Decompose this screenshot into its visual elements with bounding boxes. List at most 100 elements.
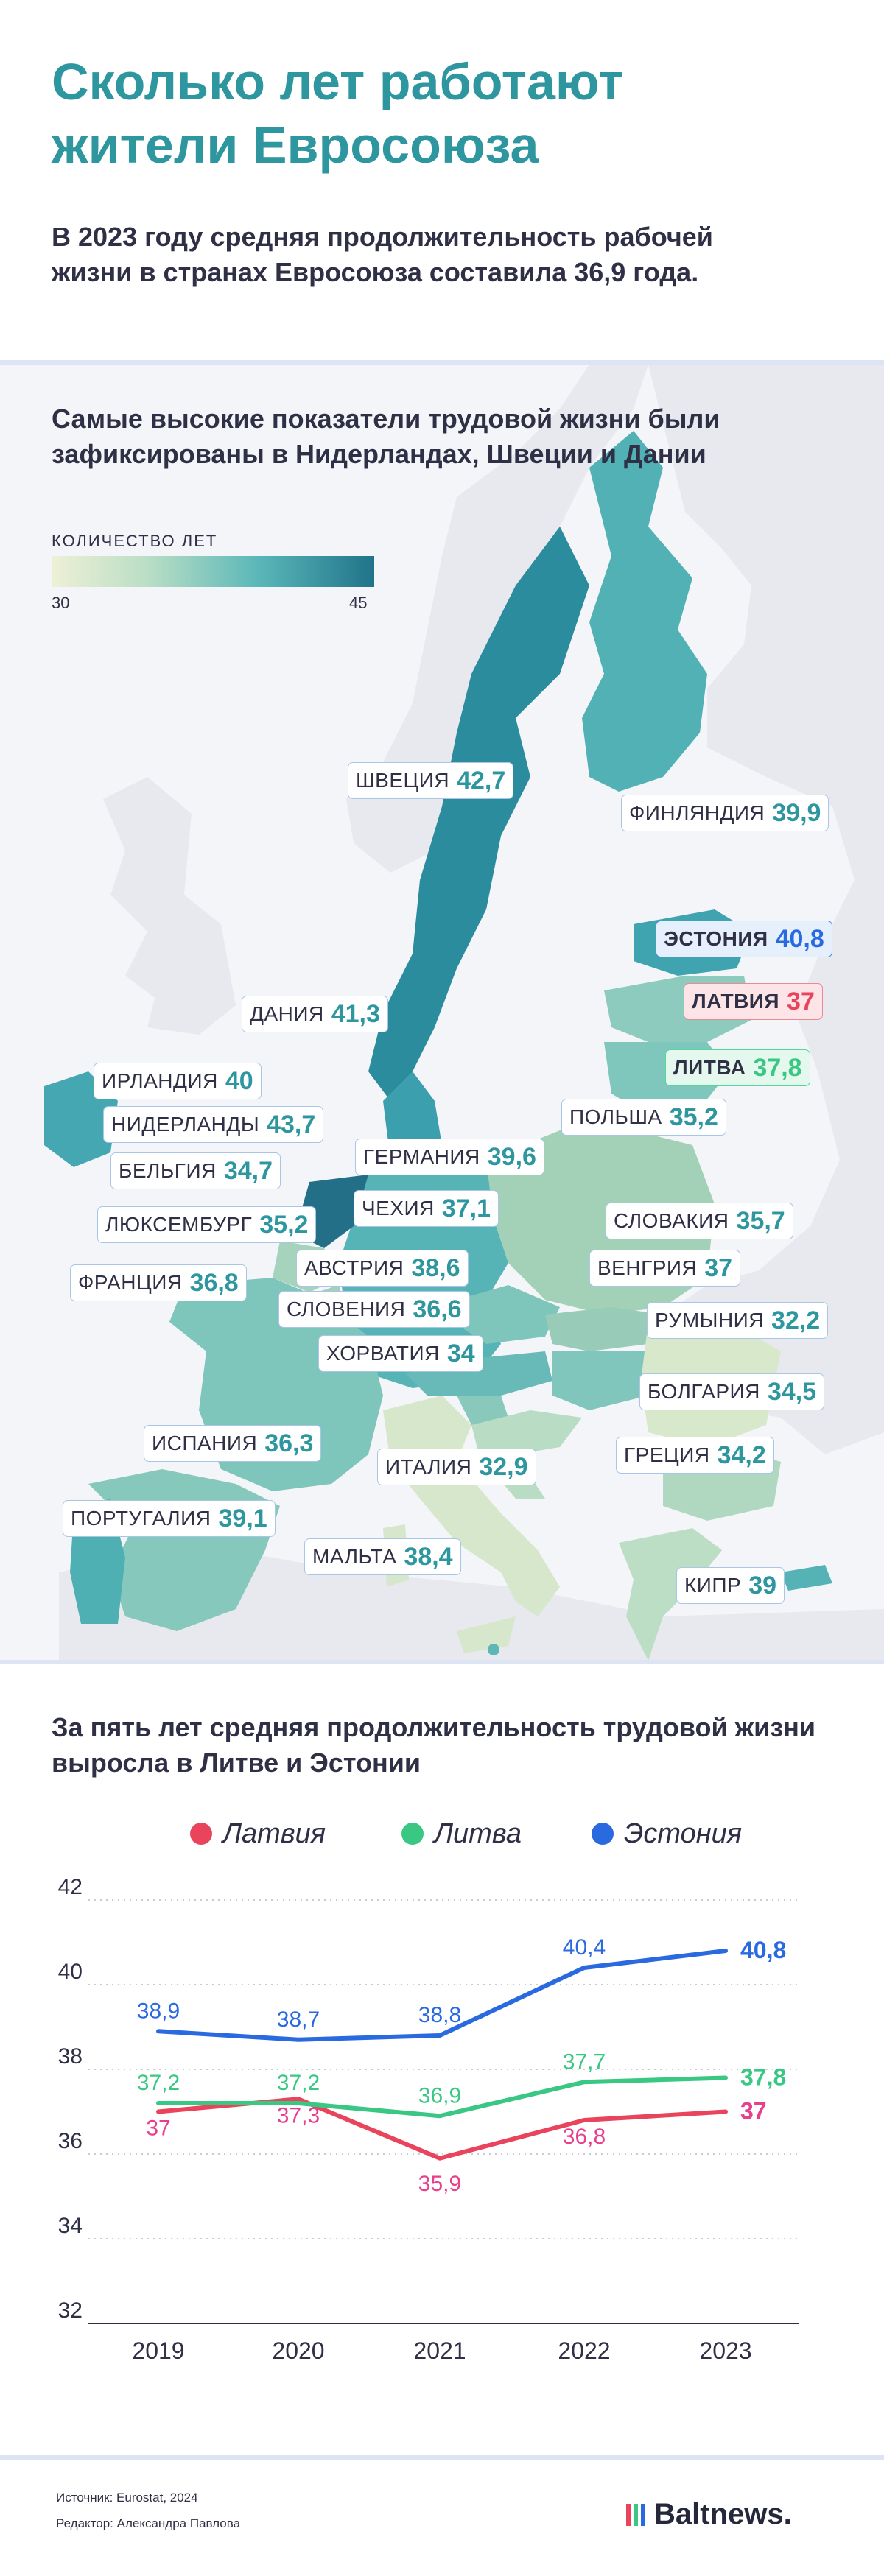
data-label: 37 bbox=[146, 2116, 170, 2141]
country-value: 32,2 bbox=[771, 1306, 821, 1334]
country-value: 39,1 bbox=[218, 1504, 267, 1532]
country-value: 35,2 bbox=[669, 1102, 718, 1131]
map-legend-gradient bbox=[52, 556, 374, 587]
data-label: 37,7 bbox=[563, 2049, 606, 2074]
country-name: ГРЕЦИЯ bbox=[624, 1443, 710, 1466]
y-tick-label: 32 bbox=[58, 2298, 83, 2323]
country-label-spain: ИСПАНИЯ 36,3 bbox=[144, 1425, 322, 1462]
country-value: 37,1 bbox=[441, 1194, 491, 1222]
country-value: 40 bbox=[225, 1066, 253, 1095]
data-label: 38,9 bbox=[137, 1999, 180, 2023]
country-name: МАЛЬТА bbox=[312, 1545, 397, 1568]
country-name: ДАНИЯ bbox=[250, 1002, 324, 1025]
country-label-luxembourg: ЛЮКСЕМБУРГ 35,2 bbox=[97, 1206, 317, 1243]
intro-text: В 2023 году средняя продолжительность ра… bbox=[52, 222, 713, 287]
y-tick-label: 36 bbox=[58, 2129, 83, 2153]
country-label-cyprus: КИПР 39 bbox=[676, 1567, 785, 1604]
greece-shape bbox=[619, 1528, 722, 1661]
data-label: 37 bbox=[740, 2098, 767, 2125]
country-label-bulgaria: БОЛГАРИЯ 34,5 bbox=[639, 1373, 825, 1410]
legend-label-lithuania: Литва bbox=[434, 1817, 522, 1849]
country-value: 41,3 bbox=[331, 999, 380, 1028]
country-value: 34,7 bbox=[223, 1156, 273, 1185]
data-label: 37,2 bbox=[137, 2071, 180, 2095]
country-name: СЛОВАКИЯ bbox=[614, 1209, 729, 1232]
country-name: ВЕНГРИЯ bbox=[597, 1256, 698, 1279]
data-label: 40,8 bbox=[740, 1937, 786, 1963]
x-tick-label: 2020 bbox=[272, 2337, 324, 2364]
top-divider bbox=[0, 360, 884, 365]
country-label-sweden: ШВЕЦИЯ 42,7 bbox=[348, 762, 514, 799]
country-label-france: ФРАНЦИЯ 36,8 bbox=[70, 1264, 247, 1301]
logo-text: Baltnews. bbox=[654, 2498, 792, 2530]
country-label-estonia: ЭСТОНИЯ 40,8 bbox=[656, 921, 832, 957]
chart-legend-lithuania: Литва bbox=[401, 1815, 522, 1852]
country-value: 36,3 bbox=[264, 1429, 314, 1457]
czechia-shape bbox=[457, 1285, 560, 1344]
country-label-ireland: ИРЛАНДИЯ 40 bbox=[94, 1063, 262, 1099]
legend-dot-lithuania bbox=[401, 1823, 424, 1845]
country-value: 38,4 bbox=[404, 1542, 453, 1571]
country-value: 34,2 bbox=[717, 1440, 766, 1469]
country-name: РУМЫНИЯ bbox=[655, 1309, 765, 1331]
series-line-1 bbox=[156, 2075, 728, 2119]
country-label-czechia: ЧЕХИЯ 37,1 bbox=[354, 1190, 499, 1227]
country-label-malta: МАЛЬТА 38,4 bbox=[304, 1538, 461, 1575]
country-value: 40,8 bbox=[775, 924, 824, 953]
country-value: 38,6 bbox=[411, 1253, 460, 1282]
country-value: 35,7 bbox=[736, 1206, 785, 1235]
country-value: 32,9 bbox=[479, 1452, 528, 1481]
hungary-shape bbox=[552, 1351, 663, 1410]
country-label-germany: ГЕРМАНИЯ 39,6 bbox=[355, 1139, 544, 1175]
country-label-belgium: БЕЛЬГИЯ 34,7 bbox=[110, 1152, 281, 1189]
cyprus-shape bbox=[781, 1565, 832, 1591]
legend-label-estonia: Эстония bbox=[624, 1817, 743, 1849]
country-name: ЭСТОНИЯ bbox=[664, 927, 768, 950]
footer bbox=[0, 2468, 884, 2576]
data-label: 36,9 bbox=[418, 2083, 461, 2108]
country-label-slovenia: СЛОВЕНИЯ 36,6 bbox=[278, 1291, 470, 1328]
country-label-finland: ФИНЛЯНДИЯ 39,9 bbox=[621, 795, 829, 831]
data-label: 36,8 bbox=[563, 2125, 606, 2149]
africa-land bbox=[59, 1543, 884, 1664]
data-label: 40,4 bbox=[563, 1935, 606, 1960]
x-tick-label: 2023 bbox=[699, 2337, 751, 2364]
series-line-2 bbox=[156, 1949, 728, 2042]
country-label-slovakia: СЛОВАКИЯ 35,7 bbox=[606, 1203, 793, 1239]
country-label-hungary: ВЕНГРИЯ 37 bbox=[589, 1250, 741, 1287]
country-name: ИРЛАНДИЯ bbox=[102, 1069, 218, 1092]
x-tick-label: 2021 bbox=[413, 2337, 466, 2364]
data-label: 35,9 bbox=[418, 2172, 461, 2196]
country-value: 34,5 bbox=[767, 1377, 817, 1406]
country-name: ЧЕХИЯ bbox=[362, 1197, 435, 1220]
data-label: 37,2 bbox=[277, 2071, 320, 2095]
country-value: 43,7 bbox=[267, 1110, 316, 1139]
country-label-greece: ГРЕЦИЯ 34,2 bbox=[616, 1437, 774, 1474]
country-name: СЛОВЕНИЯ bbox=[287, 1298, 406, 1320]
y-tick-label: 34 bbox=[58, 2214, 83, 2238]
country-value: 39 bbox=[748, 1571, 777, 1600]
source-text: Источник: Eurostat, 2024 bbox=[56, 2491, 198, 2505]
country-name: ФИНЛЯНДИЯ bbox=[629, 801, 765, 824]
country-value: 37 bbox=[787, 987, 815, 1016]
country-label-poland: ПОЛЬША 35,2 bbox=[561, 1099, 726, 1136]
country-name: ИСПАНИЯ bbox=[152, 1432, 258, 1454]
norway-land bbox=[346, 365, 648, 873]
footer-divider bbox=[0, 2455, 884, 2460]
data-label: 38,7 bbox=[277, 2007, 320, 2032]
non-eu-land bbox=[648, 365, 884, 1454]
country-value: 37,8 bbox=[753, 1053, 802, 1082]
country-value: 42,7 bbox=[457, 766, 506, 795]
slovakia-shape bbox=[545, 1307, 663, 1351]
country-label-netherlands: НИДЕРЛАНДЫ 43,7 bbox=[103, 1106, 324, 1143]
editor-text: Редактор: Александра Павлова bbox=[56, 2516, 241, 2530]
country-name: ПОЛЬША bbox=[569, 1105, 662, 1128]
sicily-shape bbox=[457, 1616, 516, 1653]
malta-shape bbox=[488, 1644, 499, 1655]
data-label: 37,8 bbox=[740, 2064, 786, 2091]
country-name: ЛИТВА bbox=[673, 1056, 746, 1079]
country-name: АВСТРИЯ bbox=[304, 1256, 404, 1279]
country-name: КИПР bbox=[684, 1574, 742, 1597]
country-name: НИДЕРЛАНДЫ bbox=[111, 1113, 260, 1136]
y-tick-label: 42 bbox=[58, 1875, 83, 1899]
